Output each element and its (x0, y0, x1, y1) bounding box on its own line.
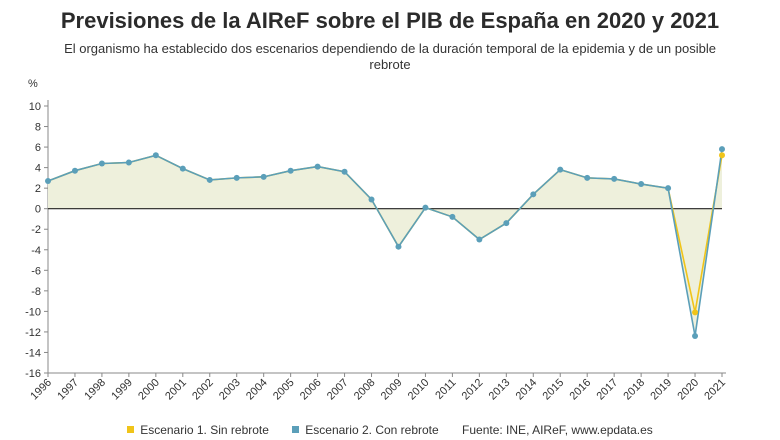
area-fill (48, 149, 722, 337)
legend: Escenario 1. Sin rebrote Escenario 2. Co… (0, 423, 780, 437)
scenario2-point (152, 152, 159, 159)
scenario2-point (503, 220, 510, 227)
x-tick-label: 2002 (190, 377, 216, 403)
x-tick-label: 2010 (406, 377, 432, 403)
scenario2-point (557, 166, 564, 173)
scenario2-point (206, 176, 213, 183)
scenario2-point (395, 243, 402, 250)
y-tick-label: -10 (25, 306, 41, 318)
scenario2-point (233, 174, 240, 181)
legend-label-scenario2: Escenario 2. Con rebrote (305, 423, 439, 437)
scenario2-point (368, 196, 375, 203)
scenario2-point (530, 191, 537, 198)
y-tick-label: -2 (31, 224, 41, 236)
x-tick-label: 1998 (82, 377, 108, 403)
x-tick-label: 2020 (675, 377, 701, 403)
scenario2-point (584, 174, 591, 181)
y-tick-label: 10 (29, 101, 41, 113)
x-tick-label: 2008 (352, 377, 378, 403)
scenario2-point (476, 236, 483, 243)
scenario2-line (47, 149, 723, 337)
y-tick-label: 8 (35, 122, 41, 134)
scenario2-point (314, 163, 321, 170)
x-tick-label: 2011 (433, 377, 458, 402)
chart-subtitle: El organismo ha establecido dos escenari… (64, 41, 716, 72)
y-tick-label: -16 (25, 368, 41, 380)
x-tick-label: 2019 (648, 377, 674, 403)
scenario2-point (179, 165, 186, 172)
x-tick-label: 2013 (487, 377, 513, 403)
x-tick-label: 2005 (271, 377, 297, 403)
y-tick-label: -14 (25, 347, 41, 359)
source-note: Fuente: INE, AIReF, www.epdata.es (462, 423, 653, 437)
x-tick-label: 2001 (163, 377, 189, 403)
scenario2-point (98, 160, 105, 167)
x-tick-label: 2016 (568, 377, 594, 403)
scenario1-point (692, 309, 699, 316)
scenario2-point (422, 204, 429, 211)
scenario2-point (341, 168, 348, 175)
y-tick-label: -8 (31, 286, 41, 298)
y-tick-label: -4 (31, 245, 41, 257)
x-tick-label: 2017 (594, 377, 620, 403)
scenario2-point (260, 173, 267, 180)
x-tick-label: 2021 (702, 377, 728, 403)
y-tick-label: 0 (35, 204, 41, 216)
x-tick-label: 2000 (136, 377, 162, 403)
y-tick-label: 6 (35, 142, 41, 154)
y-tick-label: -12 (25, 327, 41, 339)
legend-swatch-scenario1 (127, 426, 135, 434)
x-tick-label: 2004 (244, 377, 270, 403)
y-tick-label: 2 (35, 183, 41, 195)
chart-title: Previsiones de la AIReF sobre el PIB de … (60, 8, 720, 33)
scenario2-point (45, 177, 51, 184)
x-tick-label: 1997 (55, 377, 81, 403)
x-tick-label: 2014 (514, 377, 540, 403)
scenario2-point (287, 167, 294, 174)
scenario2-point (692, 333, 699, 340)
y-tick-label: -6 (31, 265, 41, 277)
x-tick-label: 1996 (28, 377, 54, 403)
x-tick-label: 2006 (298, 377, 324, 403)
scenario2-point (665, 185, 672, 192)
scenario2-point (125, 159, 132, 166)
y-tick-label: 4 (35, 163, 41, 175)
x-tick-label: 2012 (460, 377, 486, 403)
scenario1-point (719, 152, 725, 159)
x-tick-label: 2015 (541, 377, 567, 403)
x-tick-label: 1999 (109, 377, 135, 403)
scenario2-point (719, 146, 725, 153)
scenario2-point (638, 181, 645, 188)
x-tick-label: 2009 (379, 377, 405, 403)
x-tick-label: 2007 (325, 377, 351, 403)
scenario2-point (611, 175, 618, 182)
y-axis-unit-label: % (28, 78, 38, 90)
x-tick-label: 2003 (217, 377, 243, 403)
scenario2-point (449, 213, 456, 220)
x-tick-label: 2018 (621, 377, 647, 403)
scenario2-point (71, 167, 78, 174)
legend-item-scenario1[interactable]: Escenario 1. Sin rebrote (127, 423, 269, 437)
legend-item-scenario2[interactable]: Escenario 2. Con rebrote (292, 423, 439, 437)
legend-label-scenario1: Escenario 1. Sin rebrote (140, 423, 269, 437)
legend-swatch-scenario2 (292, 426, 300, 434)
